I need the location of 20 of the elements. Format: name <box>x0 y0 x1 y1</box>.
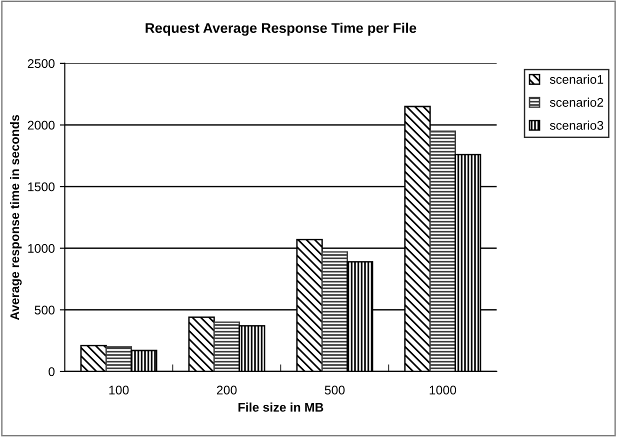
legend-label: scenario1 <box>550 74 604 84</box>
bar <box>321 251 348 372</box>
y-tick-label: 2000 <box>28 120 55 130</box>
x-tick-label: 500 <box>324 386 345 395</box>
x-axis-title: File size in MB <box>238 402 324 412</box>
bar <box>429 130 456 372</box>
y-tick-label: 500 <box>34 306 55 314</box>
y-tick-label: 2500 <box>28 59 55 68</box>
bar <box>105 346 132 372</box>
y-tick-label: 1000 <box>28 244 55 253</box>
y-tick-label: 1500 <box>28 182 55 192</box>
chart-title: Request Average Response Time per File <box>146 22 416 36</box>
legend-label: scenario2 <box>550 98 604 107</box>
x-tick-label: 100 <box>109 386 129 395</box>
bar <box>213 321 240 372</box>
y-tick-label: 0 <box>48 367 55 376</box>
legend-label: scenario3 <box>550 120 604 130</box>
x-tick-label: 200 <box>216 386 237 395</box>
x-tick-label: 1000 <box>430 386 456 395</box>
y-axis-title: Average response time in seconds <box>10 114 22 320</box>
